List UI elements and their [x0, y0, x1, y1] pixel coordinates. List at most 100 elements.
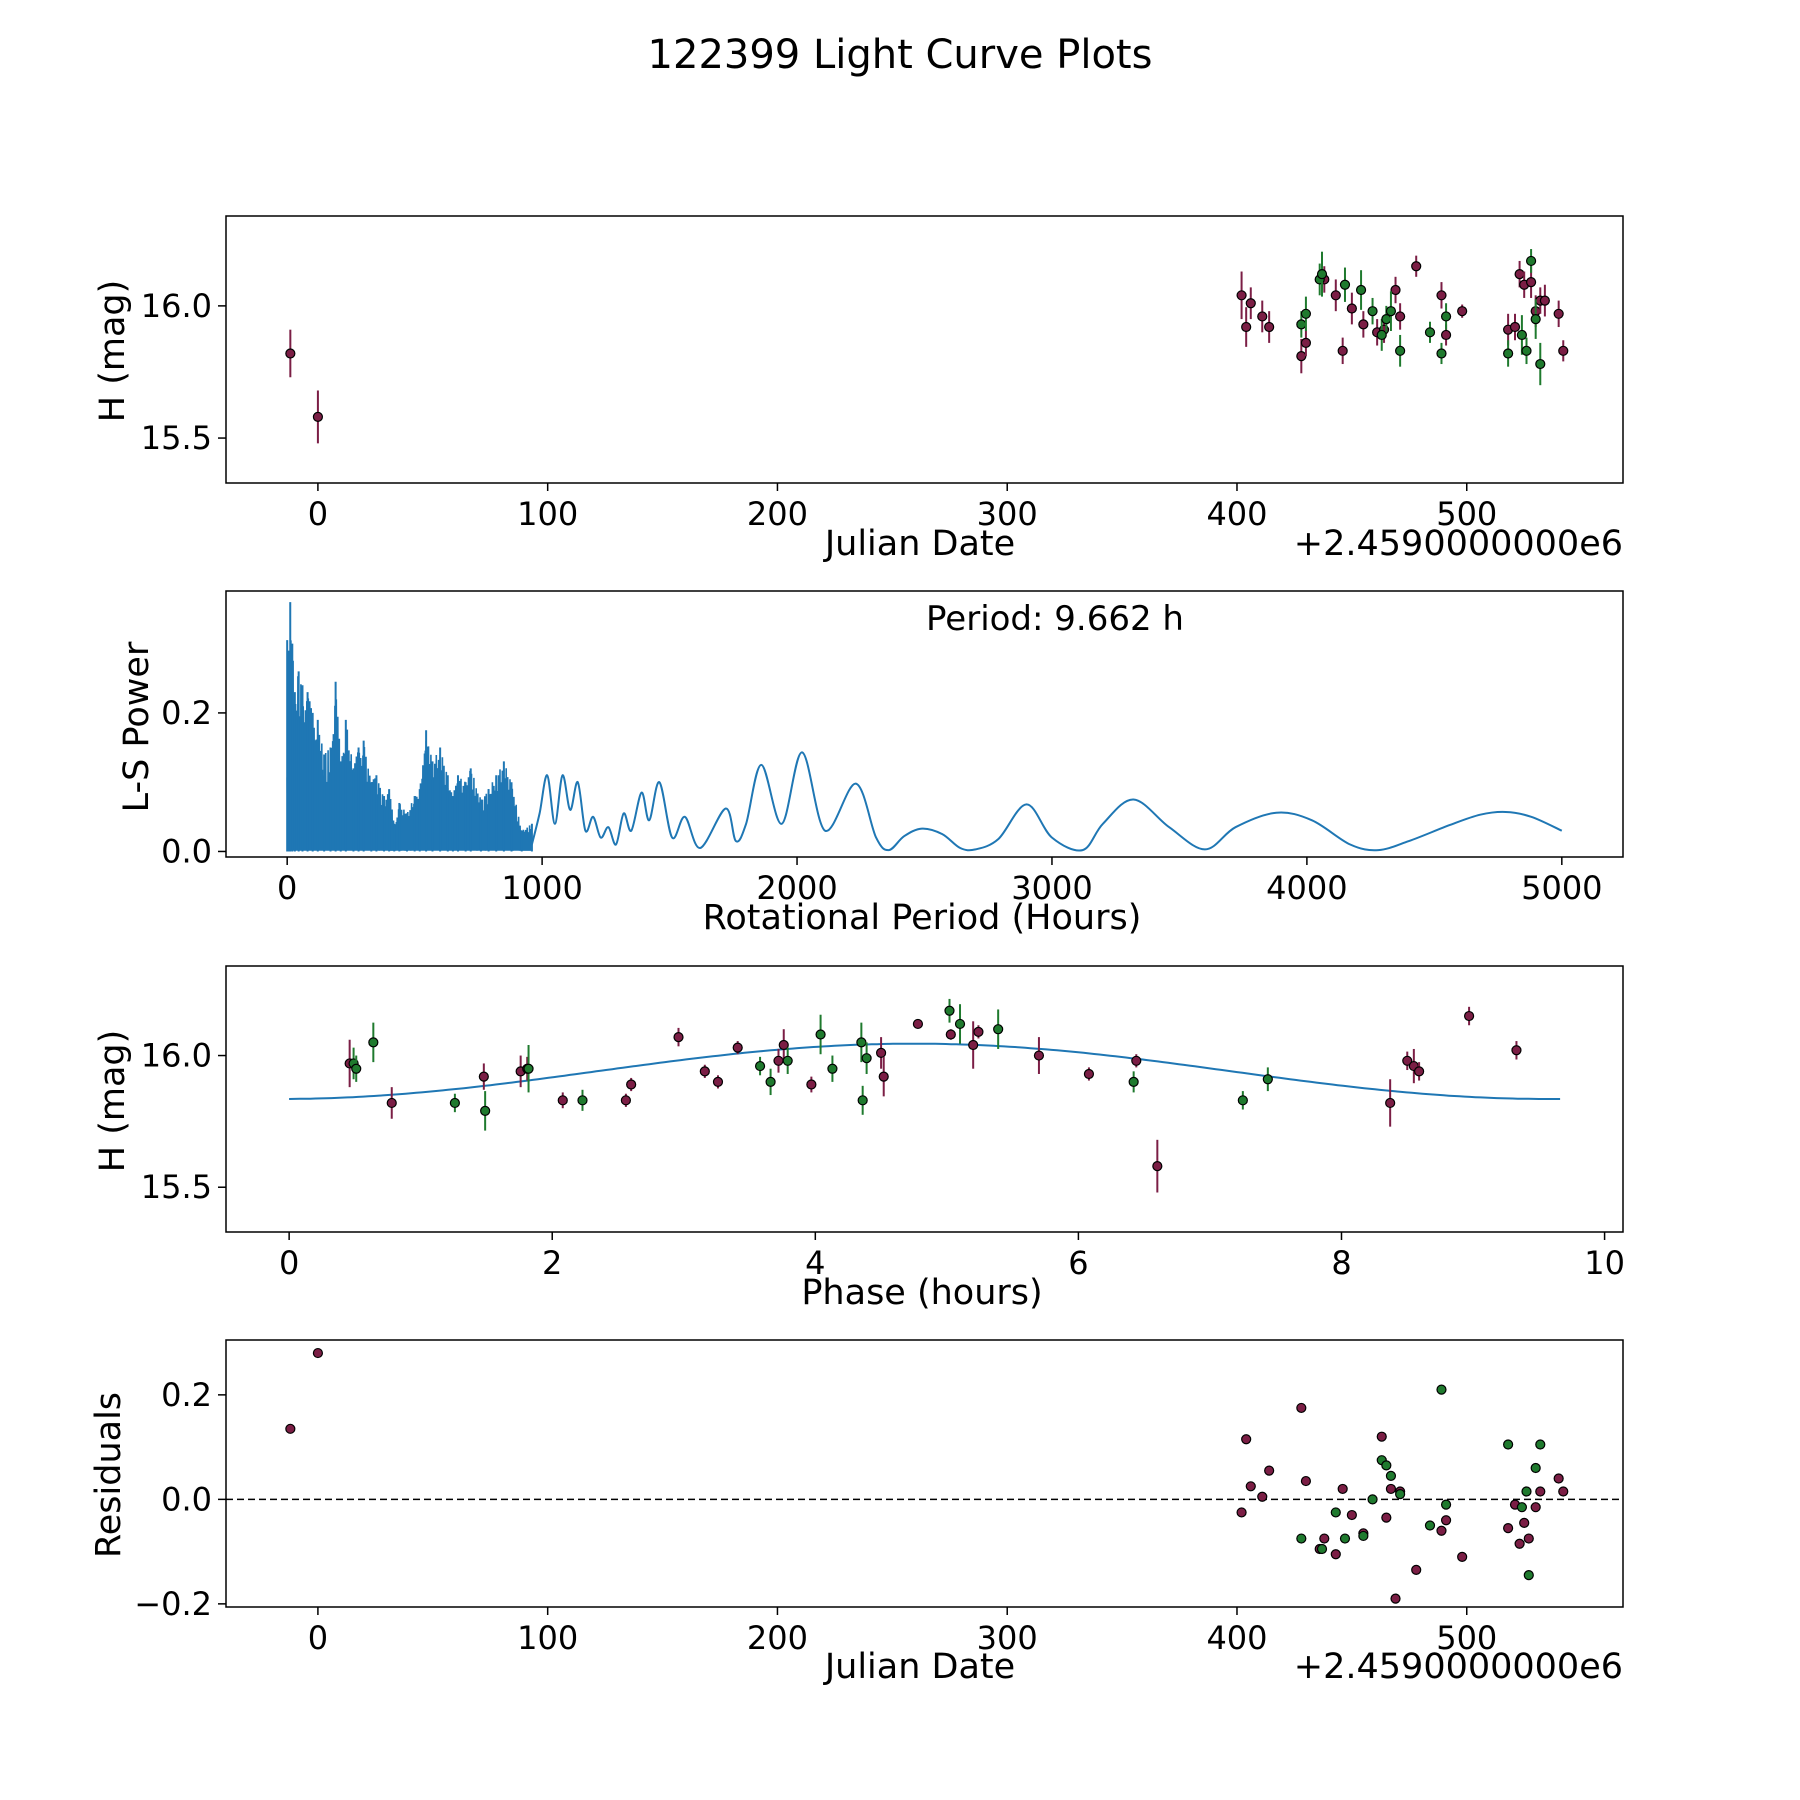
- residuals-ylabel: Residuals: [89, 1392, 129, 1558]
- phase-fold-point-maroon: [712, 1076, 724, 1087]
- residuals-point-maroon: [1296, 1402, 1307, 1414]
- residuals-point-maroon: [1236, 1507, 1247, 1518]
- residuals-point-maroon: [1319, 1533, 1330, 1544]
- phase-fold-point-maroon: [968, 1039, 979, 1051]
- residuals-point-green: [1330, 1507, 1341, 1518]
- residuals-ytick-label: 0.0: [161, 1480, 212, 1518]
- residuals-data-layer: [226, 1347, 1623, 1604]
- phase-fold-point-green: [782, 1055, 793, 1066]
- residuals-point-maroon: [1346, 1509, 1357, 1521]
- light-curve-point-maroon: [1509, 321, 1521, 333]
- residuals-xlabel: Julian Date: [823, 1647, 1015, 1687]
- light-curve-point-green: [1376, 329, 1387, 341]
- phase-fold-point-maroon: [1402, 1055, 1413, 1066]
- light-curve-point-maroon: [1330, 290, 1341, 301]
- phase-fold-frame: [225, 965, 1624, 1233]
- phase-fold-point-maroon: [557, 1095, 568, 1106]
- residuals-point-maroon: [1330, 1549, 1341, 1560]
- residuals-point-maroon: [1440, 1515, 1452, 1526]
- light-curve-point-maroon: [1236, 290, 1247, 301]
- phase-fold-point-green: [857, 1095, 868, 1106]
- residuals-point-maroon: [1514, 1538, 1525, 1549]
- light-curve-xtick-label: 300: [977, 495, 1038, 533]
- periodogram-xtick-label: 3000: [1011, 869, 1092, 907]
- periodogram-frame: [225, 590, 1624, 858]
- light-curve-point-green: [1296, 319, 1307, 330]
- residuals-xtick-label: 400: [1206, 1619, 1267, 1657]
- light-curve-point-maroon: [1539, 295, 1550, 306]
- light-curve-point-maroon: [1358, 319, 1369, 330]
- light-curve-point-green: [1530, 313, 1541, 325]
- light-curve-point-maroon: [1525, 276, 1537, 288]
- light-curve-point-maroon: [1390, 284, 1401, 296]
- periodogram-xtick-label: 0: [277, 869, 297, 907]
- light-curve-point-maroon: [1257, 311, 1268, 322]
- periodogram-panel: Rotational Period (Hours) L-S Power Peri…: [117, 590, 1624, 938]
- residuals-point-maroon: [312, 1347, 324, 1359]
- phase-fold-ylabel: H (mag): [93, 1030, 133, 1173]
- light-curve-point-green: [1436, 348, 1447, 359]
- periodogram-xlabel: Rotational Period (Hours): [703, 898, 1142, 938]
- periodogram-xtick-label: 4000: [1266, 869, 1347, 907]
- residuals-point-green: [1521, 1486, 1532, 1497]
- light-curve-point-maroon: [1296, 351, 1307, 362]
- residuals-point-green: [1503, 1439, 1514, 1450]
- light-curve-point-maroon: [1245, 298, 1256, 309]
- phase-fold-point-maroon: [806, 1079, 817, 1090]
- phase-fold-point-maroon: [912, 1018, 924, 1030]
- light-curve-point-green: [1424, 327, 1436, 338]
- phase-fold-point-maroon: [1414, 1066, 1425, 1077]
- light-curve-point-maroon: [1514, 269, 1525, 280]
- phase-fold-point-maroon: [620, 1095, 631, 1106]
- light-curve-point-green: [1367, 306, 1378, 317]
- light-curve-point-green: [1521, 345, 1532, 356]
- residuals-x-offset: +2.4590000000e6: [1294, 1647, 1623, 1687]
- phase-fold-point-green: [765, 1076, 776, 1087]
- residuals-point-maroon: [1390, 1593, 1401, 1604]
- light-curve-ytick-label: 16.0: [141, 287, 212, 325]
- phase-fold-point-maroon: [478, 1071, 489, 1082]
- periodogram-power-line: [530, 751, 1563, 852]
- periodogram-ytick-label: 0.2: [161, 694, 212, 732]
- light-curve-point-green: [1503, 348, 1514, 359]
- residuals-point-green: [1358, 1530, 1369, 1542]
- light-curve-frame: [225, 215, 1624, 484]
- periodogram-xtick-label: 2000: [756, 869, 837, 907]
- periodogram-dense-region: [286, 602, 533, 852]
- phase-fold-point-green: [754, 1060, 766, 1072]
- light-curve-data-layer: [285, 249, 1569, 444]
- light-curve-point-maroon: [1337, 345, 1348, 356]
- phase-fold-point-maroon: [1131, 1055, 1142, 1066]
- light-curve-point-maroon: [1241, 321, 1252, 333]
- light-curve-point-green: [1516, 329, 1528, 341]
- residuals-point-maroon: [1523, 1533, 1534, 1544]
- residuals-point-maroon: [1530, 1502, 1541, 1513]
- light-curve-ylabel: H (mag): [93, 280, 133, 423]
- phase-fold-point-green: [1237, 1095, 1248, 1106]
- phase-fold-point-green: [368, 1037, 379, 1048]
- light-curve-point-green: [1535, 358, 1546, 370]
- residuals-point-green: [1516, 1502, 1528, 1513]
- light-curve-point-green: [1300, 308, 1312, 319]
- residuals-point-maroon: [1264, 1465, 1275, 1476]
- figure-title: 122399 Light Curve Plots: [648, 32, 1153, 78]
- light-curve-point-green: [1525, 255, 1537, 267]
- phase-fold-point-green: [827, 1063, 838, 1074]
- residuals-point-maroon: [1457, 1551, 1468, 1562]
- residuals-point-maroon: [1245, 1481, 1256, 1492]
- light-curve-point-green: [1316, 269, 1328, 280]
- residuals-point-maroon: [1241, 1434, 1252, 1445]
- light-curve-xtick-label: 100: [517, 495, 578, 533]
- phase-fold-xtick-label: 8: [1331, 1244, 1351, 1282]
- light-curve-x-offset: +2.4590000000e6: [1294, 524, 1623, 564]
- residuals-point-green: [1436, 1384, 1447, 1395]
- light-curve-xtick-label: 500: [1436, 495, 1497, 533]
- phase-fold-point-green: [815, 1029, 826, 1040]
- residuals-point-green: [1395, 1489, 1406, 1500]
- light-curve-point-maroon: [1395, 311, 1406, 322]
- periodogram-data-layer: [286, 602, 1563, 852]
- residuals-point-maroon: [1300, 1475, 1312, 1487]
- phase-fold-model-curve: [289, 1042, 1561, 1100]
- phase-fold-point-maroon: [673, 1032, 684, 1043]
- light-curve-point-green: [1339, 279, 1351, 290]
